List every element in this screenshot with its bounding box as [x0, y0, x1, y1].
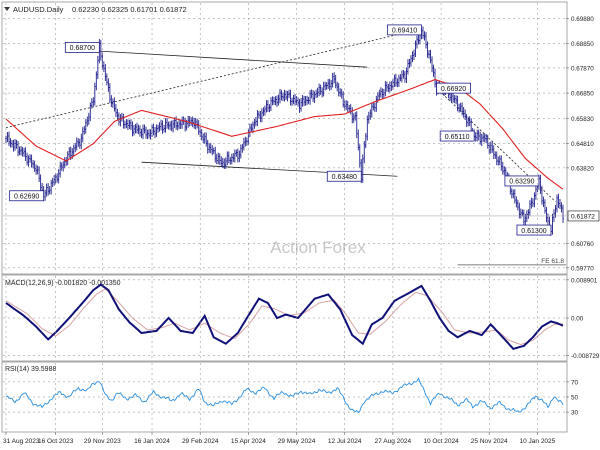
- macd-signal-line: [5, 288, 564, 346]
- price-y-tick-label: 0.65830: [571, 116, 594, 123]
- macd-label: MACD(12,26,9) -0.001820 -0.001350: [5, 280, 121, 287]
- price-annotation-box: [439, 130, 475, 142]
- price-y-axis: 0.69880 0.68850 0.67870 0.66850 0.65830 0.648…: [566, 16, 594, 272]
- last-price-marker: 0.61872: [3, 210, 600, 222]
- price-annotation-box: [326, 170, 362, 182]
- x-tick-label: 29 May 2024: [278, 438, 316, 445]
- price-y-tick-label: 0.67870: [571, 65, 594, 72]
- price-annotation-box: [64, 42, 100, 53]
- x-tick-label: 10 Oct 2024: [423, 438, 459, 445]
- macd-y-tick-label: -0.008729: [571, 353, 600, 360]
- chart-ohlc: 0.62230 0.62325 0.61701 0.61872: [72, 5, 187, 14]
- price-annotation-box: [516, 224, 552, 236]
- price-annotation-box: [504, 175, 540, 187]
- price-y-tick-label: 0.66850: [571, 91, 594, 98]
- rsi-grid: [3, 381, 566, 413]
- x-tick-label: 10 Jan 2025: [520, 438, 556, 445]
- x-tick-label: 27 Aug 2024: [375, 438, 412, 445]
- price-annotation-label: 0.63480: [332, 174, 357, 181]
- price-annotation-label: 0.69410: [392, 28, 417, 35]
- rsi-y-axis: 70 50 30: [566, 379, 579, 417]
- fe-label: FE 61.8: [541, 258, 564, 265]
- price-annotation-label: 0.66920: [441, 86, 466, 93]
- price-annotation-label: 0.68700: [70, 45, 95, 52]
- x-tick-label: 15 Apr 2024: [231, 438, 266, 445]
- watermark: Action Forex: [270, 238, 366, 257]
- price-panel-frame: [1, 1, 568, 275]
- price-annotations: 0.68700 0.69410 0.66920 0.65110 0.63290 0.626…: [9, 24, 552, 236]
- rsi-y-tick-label: 70: [571, 379, 579, 386]
- price-candles: [5, 26, 564, 236]
- macd-grid: [3, 279, 566, 356]
- x-tick-label: 25 Nov 2024: [471, 438, 508, 445]
- price-y-tick-label: 0.60760: [571, 241, 594, 248]
- last-price-label: 0.61872: [571, 213, 595, 220]
- price-y-tick-label: 0.59770: [571, 265, 594, 272]
- price-annotation-label: 0.65110: [445, 134, 470, 141]
- x-tick-label: 12 Jul 2024: [328, 438, 362, 445]
- trendline: [5, 28, 422, 129]
- last-price-box: [567, 210, 600, 222]
- rsi-y-tick-label: 30: [571, 410, 579, 417]
- x-tick-label: 31 Aug 2023: [3, 438, 40, 445]
- trendline: [99, 50, 368, 68]
- price-annotation-box: [387, 24, 422, 36]
- price-y-tick-label: 0.68850: [571, 41, 594, 48]
- x-tick-label: 29 Nov 2023: [84, 438, 121, 445]
- price-annotation-box: [436, 82, 471, 94]
- down-triangle-icon: [4, 7, 10, 11]
- x-tick-label: 16 Jan 2024: [134, 438, 170, 445]
- price-annotation-label: 0.62690: [14, 194, 39, 201]
- price-y-tick-label: 0.69880: [571, 16, 594, 23]
- macd-y-tick-label: 0.008901: [571, 277, 598, 284]
- x-tick-label: 29 Feb 2024: [182, 438, 219, 445]
- rsi-y-tick-label: 50: [571, 395, 579, 402]
- chart-symbol: AUDUSD.Daily: [13, 5, 64, 14]
- price-annotation-box: [9, 190, 45, 202]
- x-tick-label: 16 Oct 2023: [38, 438, 74, 445]
- macd-y-tick-label: 0.00: [571, 316, 584, 323]
- price-annotation-label: 0.63290: [509, 179, 534, 186]
- price-y-tick-label: 0.63820: [571, 165, 594, 172]
- moving-average-line: [5, 78, 564, 190]
- macd-y-axis: 0.008901 0.00 -0.008729: [566, 277, 600, 360]
- rsi-label: RSI(14) 39.5988: [5, 366, 56, 373]
- price-annotation-label: 0.61300: [521, 228, 546, 235]
- macd-line: [5, 283, 564, 351]
- fe-level: FE 61.8: [457, 258, 566, 266]
- rsi-line: [5, 377, 564, 414]
- price-y-tick-label: 0.64810: [571, 141, 594, 148]
